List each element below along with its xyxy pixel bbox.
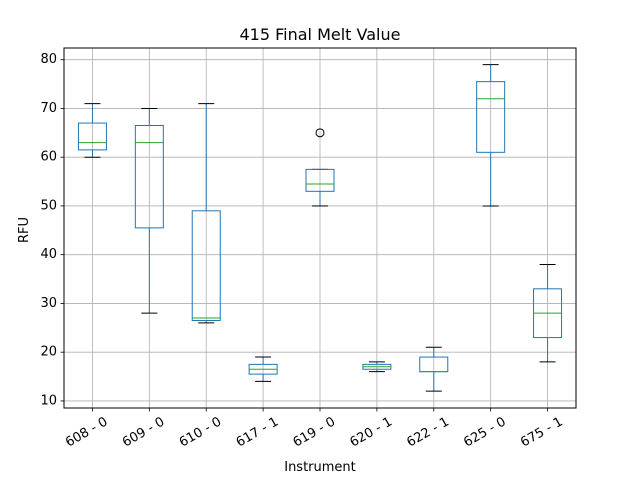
y-tick-label: 50	[40, 198, 57, 213]
box-iqr	[191, 210, 221, 321]
box-plot-625-0	[476, 64, 506, 207]
y-tick-label: 80	[40, 52, 57, 67]
chart-title: 415 Final Melt Value	[240, 25, 401, 44]
box-iqr	[134, 125, 164, 229]
outlier-point	[315, 128, 325, 138]
box-plot-619-0	[305, 128, 335, 207]
box-iqr	[77, 122, 107, 151]
y-tick-label: 40	[40, 247, 57, 262]
y-axis-label: RFU	[17, 217, 32, 243]
y-tick-label: 30	[40, 296, 57, 311]
box-series	[77, 64, 563, 392]
box-iqr	[305, 168, 335, 192]
box-plot-609-0	[134, 107, 164, 314]
y-tick-label: 10	[40, 393, 57, 408]
box-plot-617-1	[248, 356, 278, 382]
y-tick-label: 70	[40, 101, 57, 116]
box-plot-620-1	[362, 361, 392, 373]
y-tick-label: 60	[40, 150, 57, 165]
box-plot-608-0	[77, 103, 107, 158]
box-plot-675-1	[533, 263, 563, 363]
box-plot-622-1	[419, 346, 449, 392]
box-plot-610-0	[191, 103, 221, 324]
x-axis-label: Instrument	[284, 460, 356, 475]
y-axis: 10 20 30 40 50 60 70 80	[40, 52, 64, 408]
box-iqr	[476, 81, 506, 153]
y-tick-label: 20	[40, 345, 57, 360]
